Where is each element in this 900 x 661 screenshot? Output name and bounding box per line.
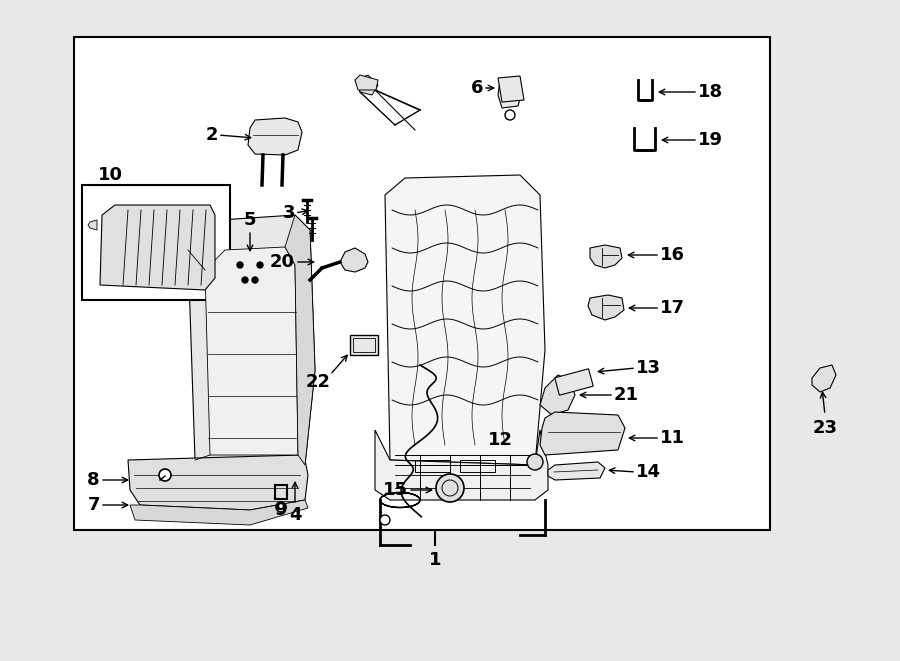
Circle shape — [242, 277, 248, 283]
Polygon shape — [498, 76, 524, 102]
Polygon shape — [188, 215, 315, 465]
Polygon shape — [285, 215, 315, 465]
Text: 16: 16 — [660, 246, 685, 264]
Polygon shape — [812, 365, 836, 392]
Polygon shape — [590, 245, 622, 268]
Bar — [353, 338, 375, 352]
Circle shape — [159, 469, 171, 481]
Circle shape — [527, 454, 543, 470]
Text: 21: 21 — [614, 386, 639, 404]
Polygon shape — [130, 500, 308, 525]
Text: 13: 13 — [636, 359, 661, 377]
Polygon shape — [128, 455, 308, 510]
Text: 7: 7 — [87, 496, 100, 514]
Polygon shape — [588, 295, 624, 320]
Polygon shape — [355, 75, 378, 90]
Polygon shape — [100, 205, 215, 290]
Text: 4: 4 — [289, 506, 302, 524]
Text: 22: 22 — [305, 373, 330, 391]
Text: 20: 20 — [270, 253, 295, 271]
Polygon shape — [548, 462, 605, 480]
Text: 15: 15 — [383, 481, 408, 499]
Polygon shape — [88, 220, 97, 230]
Text: 14: 14 — [636, 463, 661, 481]
Bar — [74, 37, 770, 530]
Text: 1: 1 — [428, 551, 441, 569]
Bar — [350, 335, 378, 355]
Polygon shape — [205, 247, 298, 455]
Circle shape — [257, 262, 263, 268]
Polygon shape — [248, 118, 302, 155]
Text: 19: 19 — [698, 131, 723, 149]
Bar — [460, 460, 495, 472]
Polygon shape — [540, 412, 625, 455]
Text: 6: 6 — [471, 79, 483, 97]
Polygon shape — [540, 375, 575, 415]
Polygon shape — [340, 248, 368, 272]
Circle shape — [380, 515, 390, 525]
Text: 5: 5 — [244, 211, 256, 229]
Text: 8: 8 — [87, 471, 100, 489]
Text: 18: 18 — [698, 83, 723, 101]
Polygon shape — [498, 78, 522, 108]
Circle shape — [237, 262, 243, 268]
Text: 17: 17 — [660, 299, 685, 317]
Polygon shape — [355, 75, 378, 95]
Circle shape — [436, 474, 464, 502]
Text: 12: 12 — [488, 431, 512, 449]
Bar — [82, 185, 230, 300]
Text: 23: 23 — [813, 419, 838, 437]
Text: 11: 11 — [660, 429, 685, 447]
Bar — [415, 460, 450, 472]
Polygon shape — [375, 430, 548, 500]
Text: 3: 3 — [283, 204, 295, 222]
Polygon shape — [385, 175, 545, 465]
Polygon shape — [554, 369, 593, 395]
Circle shape — [505, 110, 515, 120]
Circle shape — [276, 502, 286, 512]
Circle shape — [252, 277, 258, 283]
Text: 10: 10 — [97, 166, 122, 184]
Text: 9: 9 — [274, 501, 286, 519]
Text: 2: 2 — [205, 126, 218, 144]
